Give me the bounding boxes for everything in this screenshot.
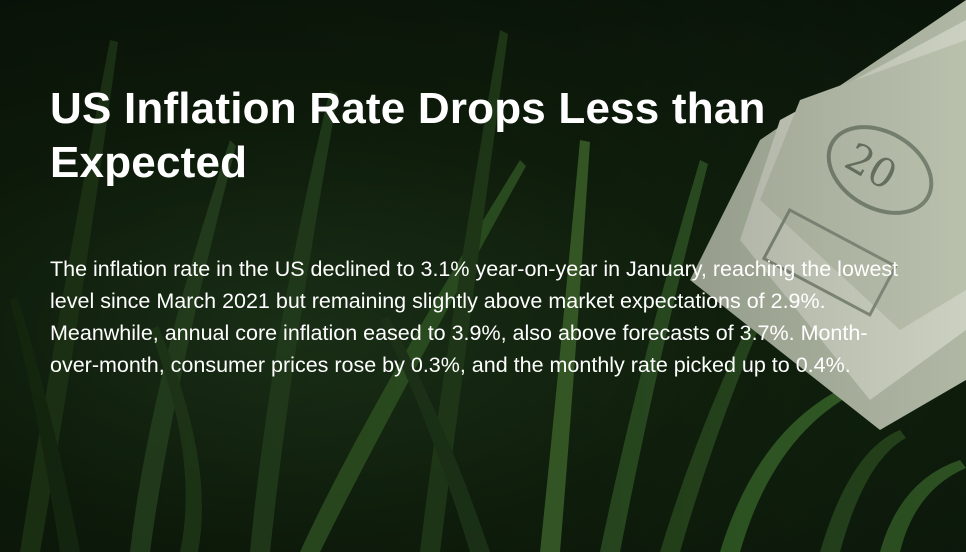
headline: US Inflation Rate Drops Less than Expect…: [50, 84, 766, 187]
article-summary: The inflation rate in the US declined to…: [50, 257, 899, 377]
grass-blades: [10, 30, 966, 552]
dollar-bills-image: 20: [690, 0, 966, 430]
